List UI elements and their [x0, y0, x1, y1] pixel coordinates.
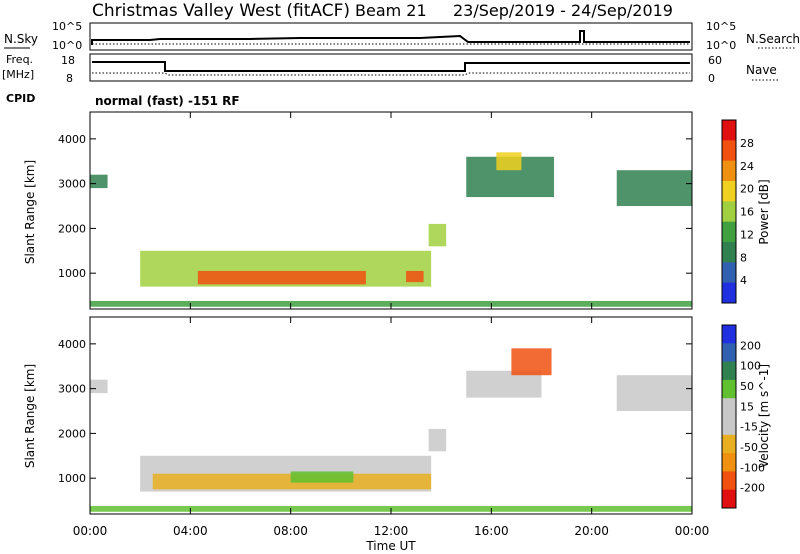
cpid-label: CPID: [6, 92, 35, 105]
colorbar-tick-label: 100: [740, 360, 761, 373]
heatmap-region-7: [511, 348, 552, 376]
colorbar-tick-label: 200: [740, 339, 761, 352]
xtick-label: 04:00: [173, 524, 208, 538]
colorbar-segment: [722, 434, 736, 454]
nave-trace: [92, 72, 690, 76]
xtick-label: 00:00: [675, 524, 710, 538]
heatmap-region-3: [406, 270, 424, 283]
nsearch-tick-bottom: 10^0: [706, 39, 736, 52]
heatmap-region-2: [197, 270, 366, 285]
time-axis: 00:00 04:00 08:00 12:00 16:00 20:00 00:00: [73, 112, 710, 538]
power-yaxis: 4000 3000 2000 1000: [58, 133, 692, 280]
heatmap-region-7: [496, 152, 522, 171]
colorbar-tick-label: 15: [740, 400, 754, 413]
colorbar-segment: [722, 140, 736, 162]
heatmap-region-5: [428, 428, 447, 452]
nsky-tick-bottom: 10^0: [52, 39, 82, 52]
colorbar-segment: [722, 416, 736, 436]
nave-label: Nave: [746, 63, 777, 77]
nsky-panel: [89, 22, 693, 51]
heatmap-region-8: [616, 375, 692, 412]
colorbar-segment: [722, 242, 736, 263]
colorbar-tick-label: 16: [740, 206, 754, 219]
ytick-label: 3000: [58, 178, 86, 191]
colorbar-segment: [722, 471, 736, 491]
velocity-colorbar: 200 100 50 15 -15 -50 -100 -200: [721, 324, 765, 509]
freq-label: Freq.: [6, 53, 33, 66]
colorbar-segment: [722, 325, 736, 344]
nsky-label: N.Sky: [4, 32, 38, 46]
xtick-label: 12:00: [374, 524, 409, 538]
nsky-tick-top: 10^5: [52, 20, 82, 33]
ytick-label: 3000: [58, 383, 86, 396]
ytick-label: 4000: [58, 338, 86, 351]
colorbar-segment: [722, 379, 736, 399]
xtick-label: 00:00: [73, 524, 108, 538]
freq-tick-bottom: 8: [66, 72, 73, 85]
colorbar-tick-label: 12: [740, 228, 754, 241]
colorbar-segment: [722, 120, 736, 141]
colorbar-tick-label: 8: [740, 251, 747, 264]
colorbar-segment: [722, 489, 736, 509]
power-colorbar-label: Power [dB]: [757, 179, 771, 244]
nave-tick-bottom: 0: [708, 72, 715, 85]
colorbar-frame: [721, 324, 737, 509]
ytick-label: 2000: [58, 222, 86, 235]
colorbar-tick-label: 24: [740, 160, 754, 173]
colorbar-segment: [722, 201, 736, 223]
colorbar-segment: [722, 398, 736, 417]
colorbar-segment: [722, 343, 736, 363]
colorbar-segment: [722, 221, 736, 243]
colorbar-segment: [722, 160, 736, 182]
xtick-label: 20:00: [574, 524, 609, 538]
power-heatmap: [90, 152, 692, 307]
nsearch-label: N.Search: [746, 32, 800, 46]
date-range: 23/Sep/2019 - 24/Sep/2019: [453, 1, 673, 20]
heatmap-region-0: [90, 174, 108, 189]
colorbar-tick-label: 20: [740, 183, 754, 196]
colorbar-segment: [722, 282, 736, 304]
ytick-label: 1000: [58, 267, 86, 280]
power-ylabel: Slant Range [km]: [23, 160, 37, 264]
colorbar-tick-label: 4: [740, 274, 747, 287]
heatmap-region-3: [290, 471, 354, 483]
colorbar-tick-label: 28: [740, 137, 754, 150]
colorbar-segment: [722, 361, 736, 381]
colorbar-segment: [722, 453, 736, 472]
colorbar-frame: [721, 119, 737, 304]
colorbar-tick-label: -50: [740, 441, 758, 454]
colorbar-segment: [722, 262, 736, 284]
freq-tick-top: 18: [61, 54, 75, 67]
freq-trace: [92, 61, 690, 72]
ytick-label: 2000: [58, 427, 86, 440]
velocity-ylabel: Slant Range [km]: [23, 364, 37, 468]
heatmap-region-0: [90, 379, 108, 394]
xaxis-label: Time UT: [365, 539, 416, 553]
colorbar-tick-label: -15: [740, 421, 758, 434]
ytick-label: 4000: [58, 133, 86, 146]
nave-tick-top: 60: [708, 54, 722, 67]
nsky-trace: [91, 30, 690, 45]
freq-panel: [89, 53, 693, 82]
colorbar-tick-label: -200: [740, 482, 765, 495]
colorbar-tick-label: -100: [740, 461, 765, 474]
colorbar-tick-label: 50: [740, 380, 754, 393]
cpid-text: normal (fast) -151 RF: [95, 94, 240, 108]
heatmap-region-8: [616, 170, 692, 207]
heatmap-region-5: [428, 223, 447, 247]
xtick-label: 16:00: [474, 524, 509, 538]
power-colorbar: 28 24 20 16 12 8 4: [721, 119, 754, 304]
ytick-label: 1000: [58, 472, 86, 485]
freq-unit: [MHz]: [2, 68, 34, 81]
station-title: Christmas Valley West (fitACF): [92, 1, 350, 21]
velocity-heatmap: [90, 348, 692, 512]
colorbar-segment: [722, 181, 736, 202]
beam-label: Beam 21: [355, 1, 427, 20]
velocity-colorbar-label: Velocity [m s^-1]: [757, 364, 771, 468]
nsearch-tick-top: 10^5: [706, 20, 736, 33]
xtick-label: 08:00: [273, 524, 308, 538]
velocity-yaxis: 4000 3000 2000 1000: [58, 338, 692, 485]
